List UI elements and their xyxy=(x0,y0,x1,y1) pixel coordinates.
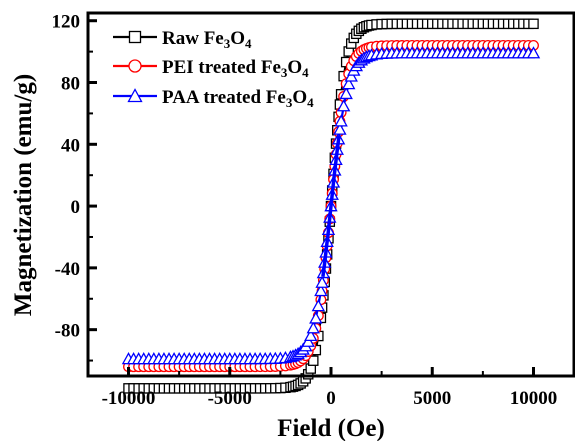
data-point xyxy=(528,18,539,30)
data-point xyxy=(526,46,541,59)
legend-label: PEI treated Fe3O4 xyxy=(162,57,309,80)
plot-frame xyxy=(86,11,575,378)
data-point xyxy=(304,328,318,342)
data-point xyxy=(342,77,356,90)
legend: Raw Fe3O4 PEI treated Fe3O4 PAA treated Fe… xyxy=(113,28,314,110)
y-tick-label: 40 xyxy=(61,135,80,156)
legend-marker xyxy=(128,30,142,44)
data-point xyxy=(336,99,351,112)
x-tick-label: 0 xyxy=(326,388,336,409)
series-triangle-group xyxy=(121,46,541,365)
data-point xyxy=(339,86,353,100)
y-tick-label: 0 xyxy=(71,197,81,218)
x-axis-label: Field (Oe) xyxy=(277,415,385,441)
data-point xyxy=(333,122,347,135)
x-tick-label: -10000 xyxy=(102,388,156,409)
data-point xyxy=(334,114,348,127)
data-point xyxy=(315,275,329,288)
x-axis-ticks: -10000 -5000 0 5000 10000 xyxy=(102,367,558,409)
x-tick-label: 10000 xyxy=(510,388,558,409)
data-point xyxy=(308,355,319,366)
legend-item: Raw Fe3O4 xyxy=(113,28,252,51)
y-tick-label: 120 xyxy=(52,12,81,33)
y-axis-label: Magnetization (emu/g) xyxy=(10,74,37,316)
x-tick-label: -5000 xyxy=(208,388,252,409)
data-point xyxy=(311,299,326,312)
y-axis-ticks: -80 -40 0 40 80 120 xyxy=(52,12,97,362)
legend-label: PAA treated Fe3O4 xyxy=(162,87,314,110)
data-point xyxy=(301,334,315,347)
data-point xyxy=(306,321,320,334)
y-tick-label: -80 xyxy=(55,321,80,342)
x-tick-label: 5000 xyxy=(413,388,451,409)
series-line-center xyxy=(321,135,341,278)
data-point xyxy=(309,311,323,324)
data-point xyxy=(344,69,358,82)
plot-series xyxy=(121,18,541,394)
legend-item: PEI treated Fe3O4 xyxy=(113,57,309,80)
legend-marker xyxy=(128,59,142,73)
y-tick-label: -40 xyxy=(55,259,80,280)
y-tick-label: 80 xyxy=(61,74,80,95)
data-point xyxy=(314,283,328,297)
legend-marker xyxy=(127,88,143,103)
legend-label: Raw Fe3O4 xyxy=(162,28,252,51)
legend-item: PAA treated Fe3O4 xyxy=(113,87,314,110)
